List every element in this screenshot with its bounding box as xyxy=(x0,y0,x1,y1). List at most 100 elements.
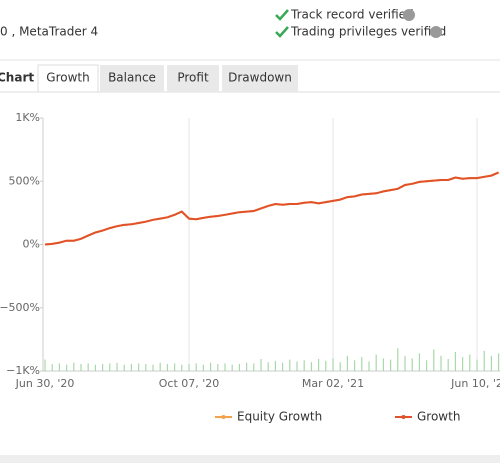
plot: −1K% −500% 0% 500% 1K% Jun 30, '20 Oct 07, '20… xyxy=(0,111,500,424)
bar xyxy=(274,360,276,371)
tab[interactable] xyxy=(167,65,219,92)
bar xyxy=(339,362,341,371)
bar xyxy=(490,355,492,371)
bar xyxy=(44,359,46,371)
bar xyxy=(397,348,399,371)
bar xyxy=(382,358,384,371)
bar xyxy=(361,357,363,371)
bar xyxy=(469,354,471,371)
bar xyxy=(289,359,291,371)
bar xyxy=(426,360,428,371)
bar xyxy=(260,358,262,371)
check-icon xyxy=(275,9,289,21)
x-tick-label: Oct 07, '20 xyxy=(159,377,220,390)
bar xyxy=(159,362,161,371)
info-icon[interactable] xyxy=(403,9,415,21)
bar xyxy=(181,364,183,371)
bar xyxy=(73,362,75,371)
bar xyxy=(231,364,233,371)
legend-label[interactable]: Growth xyxy=(417,410,460,424)
bar xyxy=(109,363,111,371)
bar xyxy=(332,358,334,371)
bar xyxy=(80,364,82,371)
series-line xyxy=(44,171,500,246)
bar xyxy=(454,352,456,371)
bar xyxy=(303,360,305,371)
x-tick-label: Mar 02, '21 xyxy=(302,377,364,390)
y-tick-label: −500% xyxy=(0,301,40,314)
bar xyxy=(253,363,255,371)
bar xyxy=(318,358,320,371)
bar xyxy=(440,355,442,371)
bar xyxy=(130,364,132,371)
y-tick-label: −1K% xyxy=(6,364,40,377)
y-tick-label: 500% xyxy=(9,174,40,187)
bar xyxy=(51,364,53,371)
bar xyxy=(346,355,348,371)
bar xyxy=(390,359,392,371)
bar xyxy=(94,364,96,371)
tab[interactable] xyxy=(222,65,298,92)
bar xyxy=(87,363,89,371)
bar xyxy=(188,364,190,371)
bar xyxy=(123,364,125,371)
x-tick-label: Jun 30, '20 xyxy=(15,377,75,390)
bar xyxy=(282,362,284,371)
check-icon xyxy=(275,26,289,38)
tab[interactable] xyxy=(37,64,99,93)
bar xyxy=(267,362,269,371)
badge: Trading privileges verified xyxy=(290,25,446,39)
bar xyxy=(368,361,370,371)
bar xyxy=(238,364,240,371)
bar xyxy=(102,364,104,371)
bar xyxy=(447,358,449,371)
bar xyxy=(418,353,420,371)
bar xyxy=(296,361,298,371)
bar xyxy=(174,363,176,371)
legend-marker xyxy=(401,415,406,419)
bar xyxy=(58,363,60,371)
bar xyxy=(325,360,327,371)
info-icon[interactable] xyxy=(430,26,442,38)
bar xyxy=(462,357,464,371)
legend-label[interactable]: Equity Growth xyxy=(237,410,322,424)
tab-label[interactable]: Profit xyxy=(177,71,209,85)
bar xyxy=(476,359,478,371)
legend-marker xyxy=(221,415,226,419)
bar xyxy=(195,363,197,371)
y-tick-label: 0% xyxy=(23,238,40,251)
bar xyxy=(310,362,312,371)
bar xyxy=(498,353,500,371)
panel-title: Chart xyxy=(0,71,34,85)
bar xyxy=(246,362,248,371)
bar xyxy=(138,363,140,371)
tabs: Growth Balance Profit Drawdown xyxy=(37,64,298,93)
tab[interactable] xyxy=(100,65,164,92)
y-tick-label: 1K% xyxy=(15,111,40,124)
footer-strip xyxy=(0,455,500,463)
bar xyxy=(483,350,485,371)
tab-label[interactable]: Drawdown xyxy=(228,71,292,85)
bar xyxy=(152,364,154,371)
bar xyxy=(354,360,356,371)
bar xyxy=(210,362,212,371)
x-tick-label: Jun 10, '2 xyxy=(450,377,500,390)
badge: Track record verified xyxy=(290,8,414,22)
panel xyxy=(0,61,500,456)
bar xyxy=(145,364,147,371)
bar xyxy=(224,363,226,371)
tab-label[interactable]: Growth xyxy=(46,71,89,85)
bar xyxy=(217,364,219,371)
bar xyxy=(66,364,68,371)
account-info: 0 , MetaTrader 4 xyxy=(0,25,98,39)
tab-label[interactable]: Balance xyxy=(108,71,156,85)
header-bg xyxy=(0,0,500,60)
bar xyxy=(375,354,377,371)
bar xyxy=(202,364,204,371)
bar xyxy=(411,358,413,371)
bar xyxy=(116,362,118,371)
bar xyxy=(404,355,406,371)
bar xyxy=(433,349,435,371)
bar xyxy=(166,364,168,371)
